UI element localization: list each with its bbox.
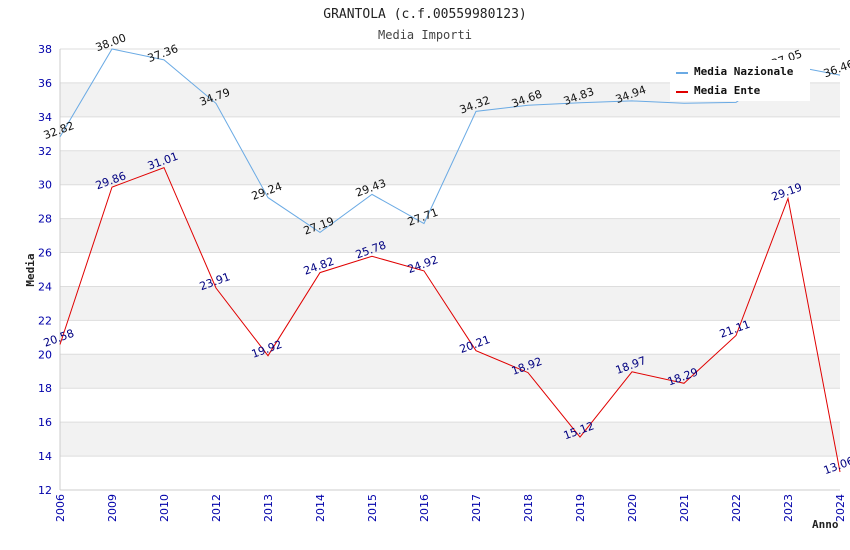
x-tick-label: 2017 xyxy=(470,494,483,522)
x-tick-label: 2020 xyxy=(626,494,639,522)
series-line-media-nazionale xyxy=(59,48,841,234)
x-tick-label: 2009 xyxy=(106,494,119,522)
x-tick-label: 2013 xyxy=(262,494,275,522)
legend-label-media-nazionale: Media Nazionale xyxy=(694,65,794,78)
x-tick-label: 2024 xyxy=(834,494,847,522)
y-tick-label: 30 xyxy=(38,179,52,192)
x-tick-label: 2010 xyxy=(158,494,171,522)
y-tick-label: 36 xyxy=(38,77,52,90)
x-axis-label: Anno xyxy=(812,518,839,531)
grid-band xyxy=(60,354,840,389)
plot-area xyxy=(60,49,840,490)
legend-box xyxy=(670,60,810,101)
x-tick-label: 2016 xyxy=(418,494,431,522)
y-tick-label: 22 xyxy=(38,314,52,327)
y-tick-label: 16 xyxy=(38,416,52,429)
y-tick-label: 18 xyxy=(38,382,52,395)
y-axis-ticks: 12 14 16 18 20 22 24 26 28 30 32 34 36 38 xyxy=(38,43,52,497)
series-line-media-ente xyxy=(59,166,841,473)
chart-title: GRANTOLA (c.f.00559980123) xyxy=(323,7,527,22)
x-tick-label: 2021 xyxy=(678,494,691,522)
x-tick-label: 2014 xyxy=(314,494,327,522)
y-tick-label: 14 xyxy=(38,450,52,463)
x-tick-label: 2018 xyxy=(522,494,535,522)
plot-background xyxy=(59,48,840,491)
grid-band xyxy=(60,286,840,321)
x-tick-label: 2006 xyxy=(54,494,67,522)
x-tick-label: 2012 xyxy=(210,494,223,522)
y-tick-label: 12 xyxy=(38,484,52,497)
chart-subtitle: Media Importi xyxy=(378,28,472,42)
y-tick-label: 34 xyxy=(38,111,52,124)
y-tick-label: 38 xyxy=(38,43,52,56)
y-tick-label: 28 xyxy=(38,213,52,226)
y-tick-label: 20 xyxy=(38,348,52,361)
x-tick-label: 2023 xyxy=(782,494,795,522)
legend-label-media-ente: Media Ente xyxy=(694,84,761,97)
y-tick-label: 32 xyxy=(38,145,52,158)
legend: Media Nazionale Media Ente xyxy=(670,60,810,101)
grid-band xyxy=(60,218,840,253)
series-lines xyxy=(59,48,841,473)
x-tick-label: 2015 xyxy=(366,494,379,522)
y-tick-label: 26 xyxy=(38,247,52,260)
y-tick-label: 24 xyxy=(38,280,52,293)
x-tick-label: 2022 xyxy=(730,494,743,522)
grid-band xyxy=(60,422,840,457)
x-tick-label: 2019 xyxy=(574,494,587,522)
y-axis-label: Media xyxy=(24,253,37,286)
x-axis-ticks: 2006 2009 2010 2012 2013 2014 2015 2016 2017 2018… xyxy=(54,494,847,522)
